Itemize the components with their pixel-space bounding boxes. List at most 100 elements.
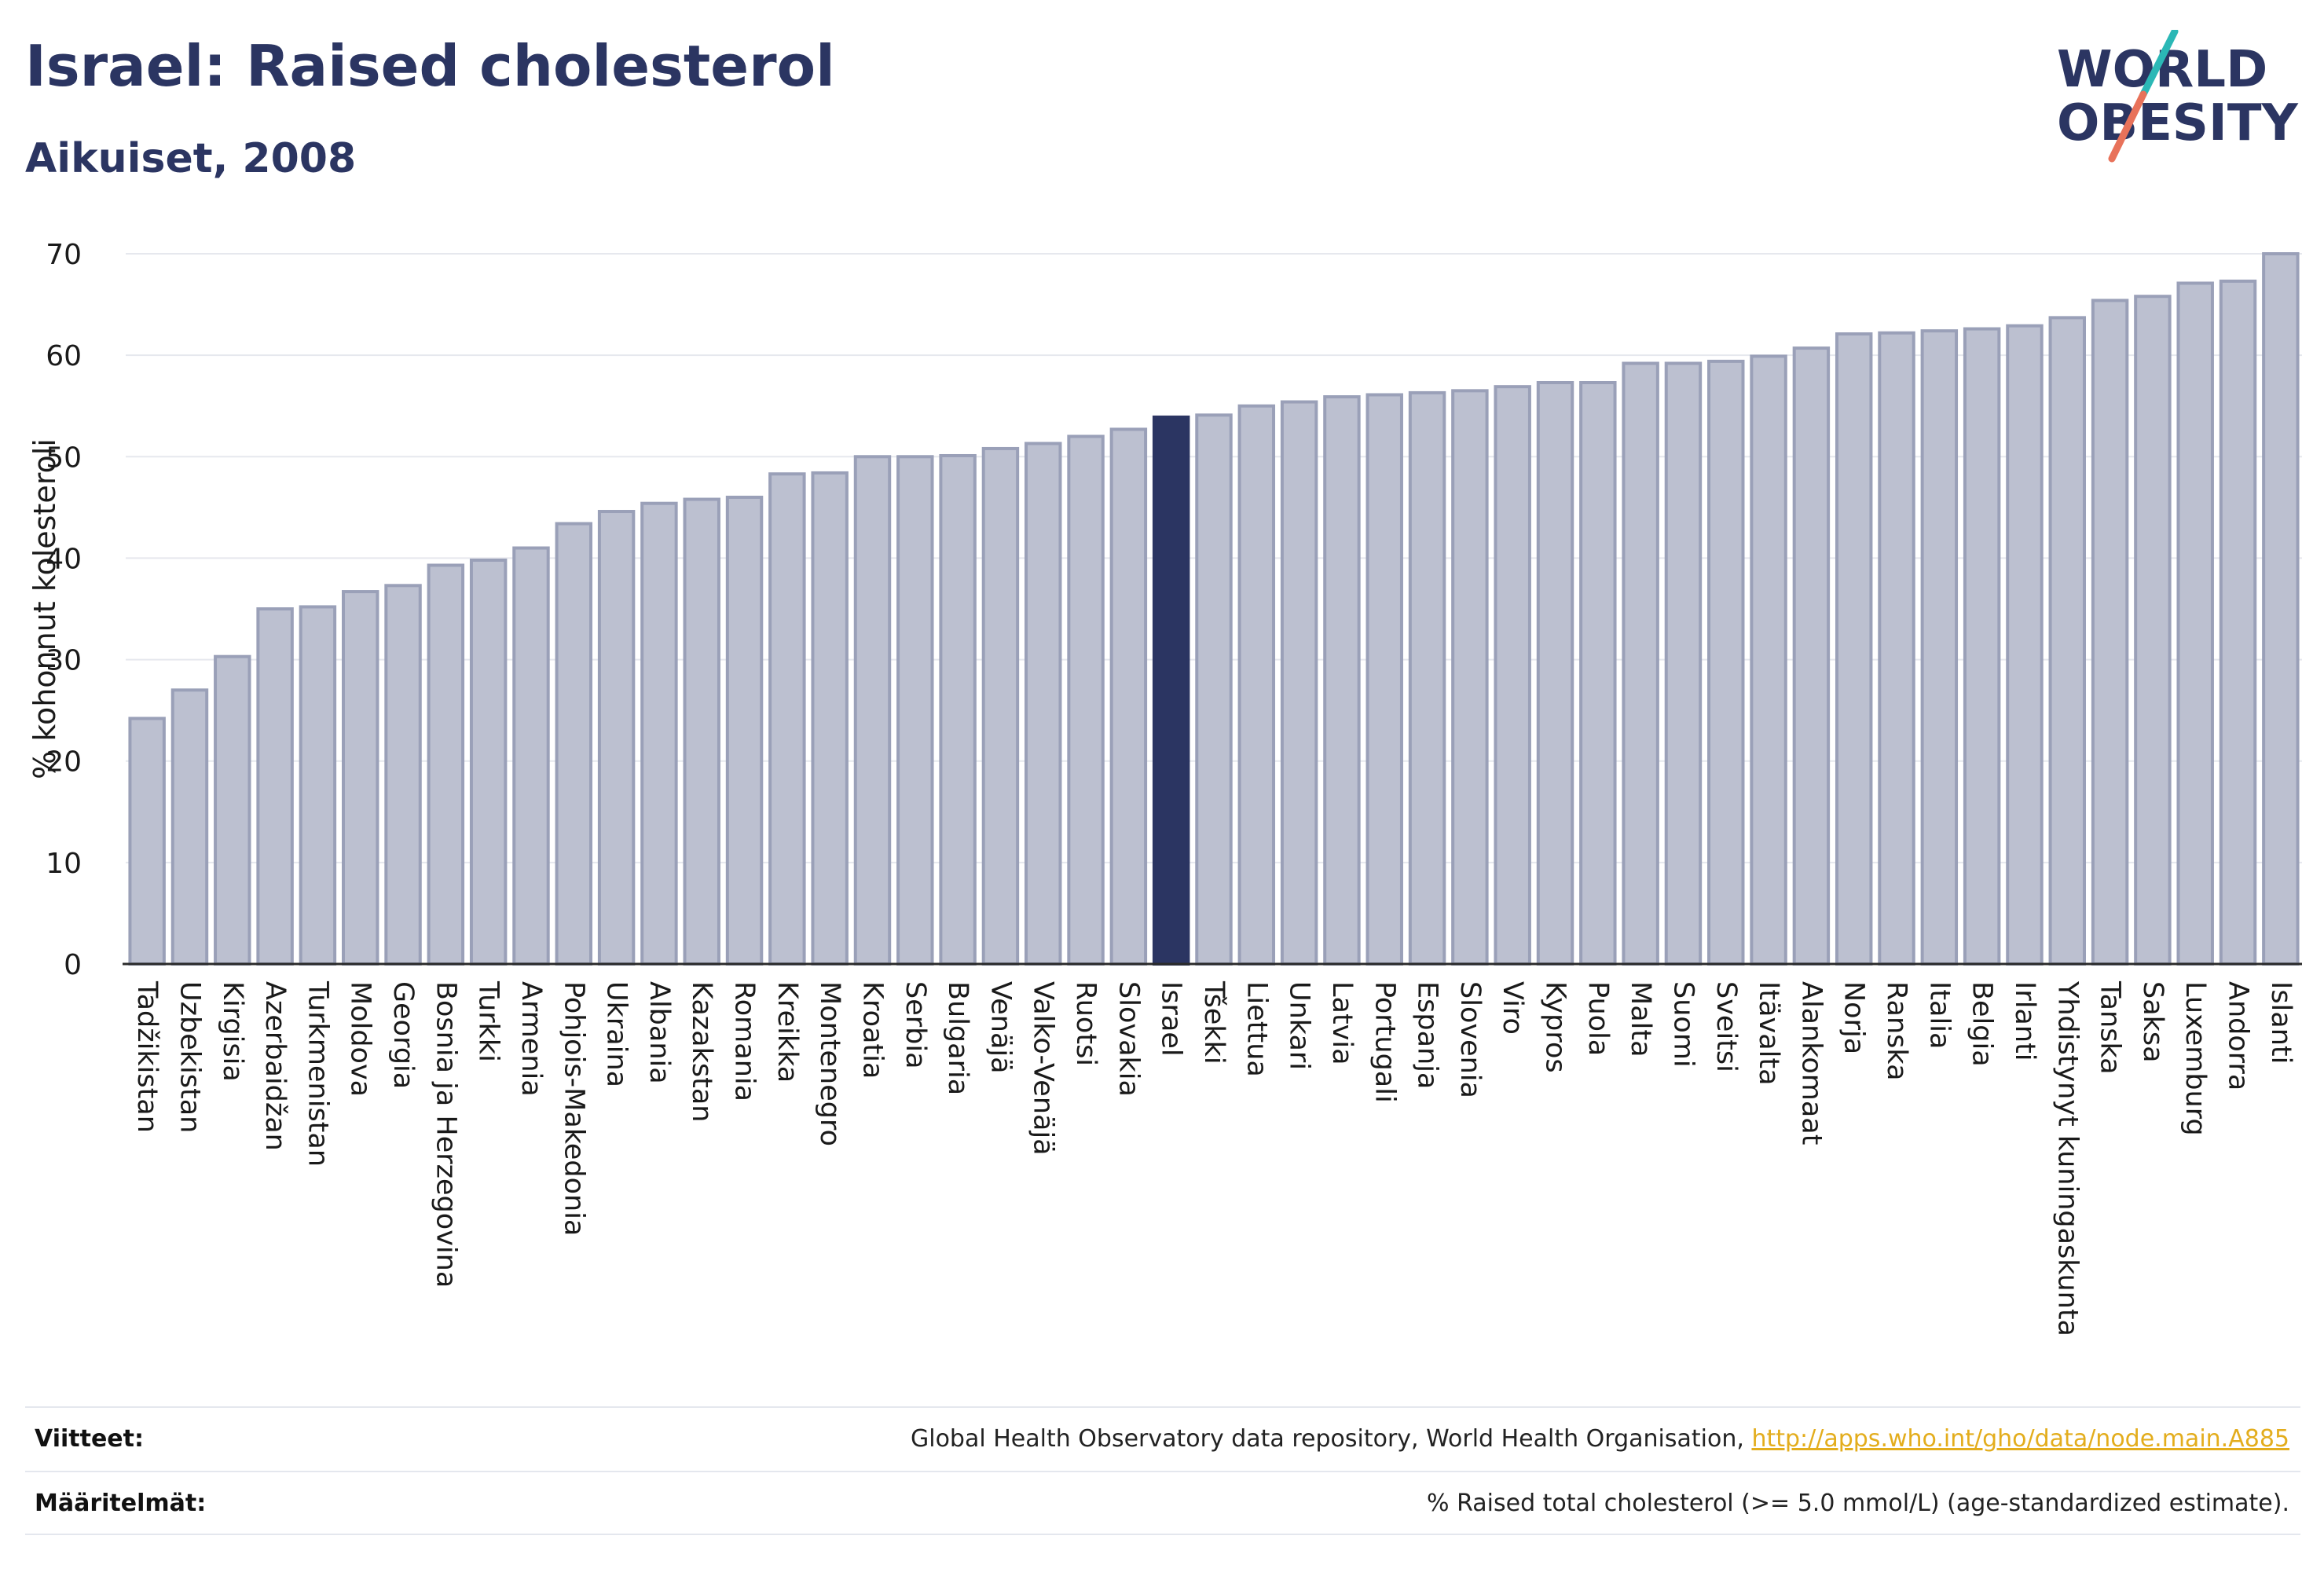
x-tick-label: Valko-Venäjä [1028,981,1059,1156]
x-tick-label: Islanti [2265,981,2297,1064]
bar [2006,324,2044,966]
x-tick-label: Andorra [2223,981,2254,1090]
bar [2219,279,2257,966]
bar [1494,385,1531,966]
x-tick-label: Sveitsi [1710,981,1742,1072]
x-tick-label: Latvia [1326,981,1358,1065]
bar [555,522,593,966]
definitions-label: Määritelmät: [35,1490,207,1517]
x-tick-label: Turkmenistan [302,980,333,1167]
x-tick-label: Ruotsi [1070,981,1102,1066]
bar [1152,415,1190,966]
x-tick-label: Viro [1497,981,1528,1035]
x-tick-label: Moldova [345,981,376,1097]
x-tick-label: Yhdistynyt kuningaskunta [2051,980,2083,1336]
x-tick-label: Ukraina [601,981,632,1087]
x-tick-label: Liettua [1241,981,1272,1077]
bar [1280,400,1318,966]
bar [981,446,1020,966]
bar [683,497,720,966]
bar [725,495,764,966]
bar [1237,404,1276,966]
x-tick-label: Kirgisia [217,981,248,1082]
page-title: Israel: Raised cholesterol [25,33,835,99]
footer-divider-top [25,1406,2300,1408]
bar [1408,390,1446,966]
x-tick-label: Kreikka [772,981,803,1083]
bar [1579,381,1617,966]
x-tick-label: Montenegro [814,981,845,1146]
x-tick-label: Romania [729,981,761,1101]
bar [1536,381,1574,966]
bar [1920,329,1959,966]
bar [768,472,806,966]
x-tick-label: Tšekki [1198,980,1230,1065]
y-axis-label: % kohonnut kolesteroli [27,438,62,779]
logo-slash-bottom [2108,90,2147,163]
x-tick-label: Alankomaat [1795,981,1827,1145]
bar [1750,354,1787,966]
y-tick-label: 50 [46,442,82,474]
bars [128,252,2300,966]
x-tick-label: Kypros [1540,981,1571,1073]
y-tick-label: 40 [46,543,82,575]
bar [1365,393,1403,966]
bar [853,455,892,966]
sources-description: Global Health Observatory data repositor… [911,1425,1744,1453]
y-tick-label: 30 [46,645,82,677]
bar [1622,361,1659,966]
y-tick-label: 70 [46,239,82,271]
x-tick-label: Bulgaria [942,981,973,1095]
bar [214,654,251,966]
bar [640,501,678,966]
x-tick-label: Belgia [1967,981,1998,1067]
bar [1323,395,1361,966]
x-tick-label: Turkki [473,980,504,1062]
bar [2134,295,2172,966]
bar [1707,359,1745,966]
x-tick-label: Slovenia [1454,981,1486,1098]
bar [1109,427,1148,966]
bar [811,471,849,966]
x-tick-label: Tanska [2095,980,2126,1075]
sources-label: Viitteet: [35,1425,144,1453]
x-tick-label: Ranska [1881,981,1912,1081]
sources-link[interactable]: http://apps.who.int/gho/data/node.main.A… [1751,1425,2289,1453]
bar [128,717,166,966]
x-tick-label: Venäjä [984,981,1016,1074]
bar [2048,316,2087,966]
bar [256,607,294,966]
bar [512,546,550,966]
x-tick-label: Saksa [2137,981,2168,1063]
x-tick-label: Israel [1156,981,1187,1057]
bar [939,453,977,966]
bar [1664,361,1703,966]
x-tick-label: Luxemburg [2179,981,2211,1136]
bar [342,590,379,966]
bar [896,455,934,966]
bar [2262,252,2300,966]
x-tick-label: Slovakia [1113,981,1144,1097]
y-tick-label: 60 [46,340,82,372]
x-tick-label: Albania [643,981,675,1084]
bar-chart: 0 10 20 30 40 50 60 70 Tadžikistan Uzbekistan Kir… [27,239,2302,1336]
bar [1835,332,1873,966]
x-tick-label: Puola [1582,981,1614,1056]
x-tick-label: Kazakstan [686,981,717,1122]
x-axis-ticks: Tadžikistan Uzbekistan Kirgisia Azerbaidžan… [131,980,2297,1336]
x-tick-label: Unkari [1284,981,1315,1070]
bar [1963,327,2001,966]
x-tick-label: Italia [1923,981,1955,1049]
y-tick-label: 10 [46,848,82,880]
bar [1067,434,1105,966]
bar [1451,389,1489,966]
bar [469,559,508,966]
sources-text: Global Health Observatory data repositor… [911,1425,2289,1453]
logo-slash-top [2139,30,2179,98]
x-tick-label: Armenia [515,981,547,1097]
bar [170,688,209,966]
bar [1195,413,1233,966]
definitions-text: % Raised total cholesterol (>= 5.0 mmol/… [1427,1490,2289,1517]
y-tick-label: 0 [64,949,82,981]
bar [1878,331,1915,966]
